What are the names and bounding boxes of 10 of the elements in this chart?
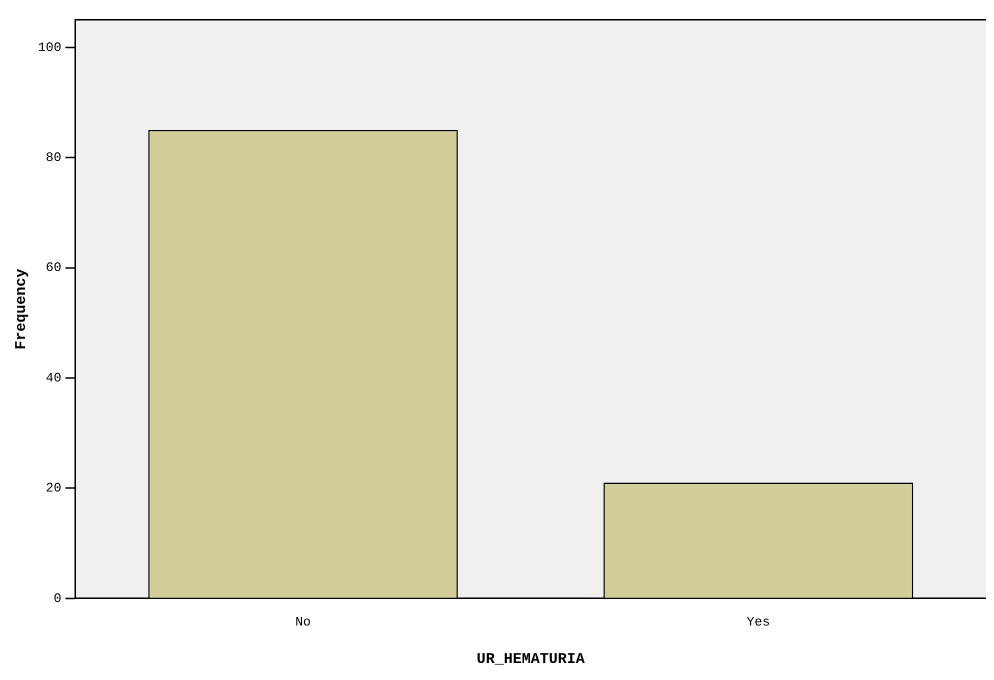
x-tick-label: Yes (746, 614, 770, 630)
y-tick-label: 20 (46, 480, 62, 496)
x-tick-label: No (295, 614, 311, 630)
y-tick-label: 60 (46, 260, 62, 276)
y-tick-label: 80 (46, 150, 62, 165)
y-tick-label: 40 (46, 370, 62, 386)
x-axis-title: UR_HEMATURIA (476, 650, 585, 668)
y-tick-label: 100 (38, 40, 62, 55)
y-axis-title: Frequency (12, 268, 30, 350)
y-tick-label: 0 (54, 590, 62, 606)
